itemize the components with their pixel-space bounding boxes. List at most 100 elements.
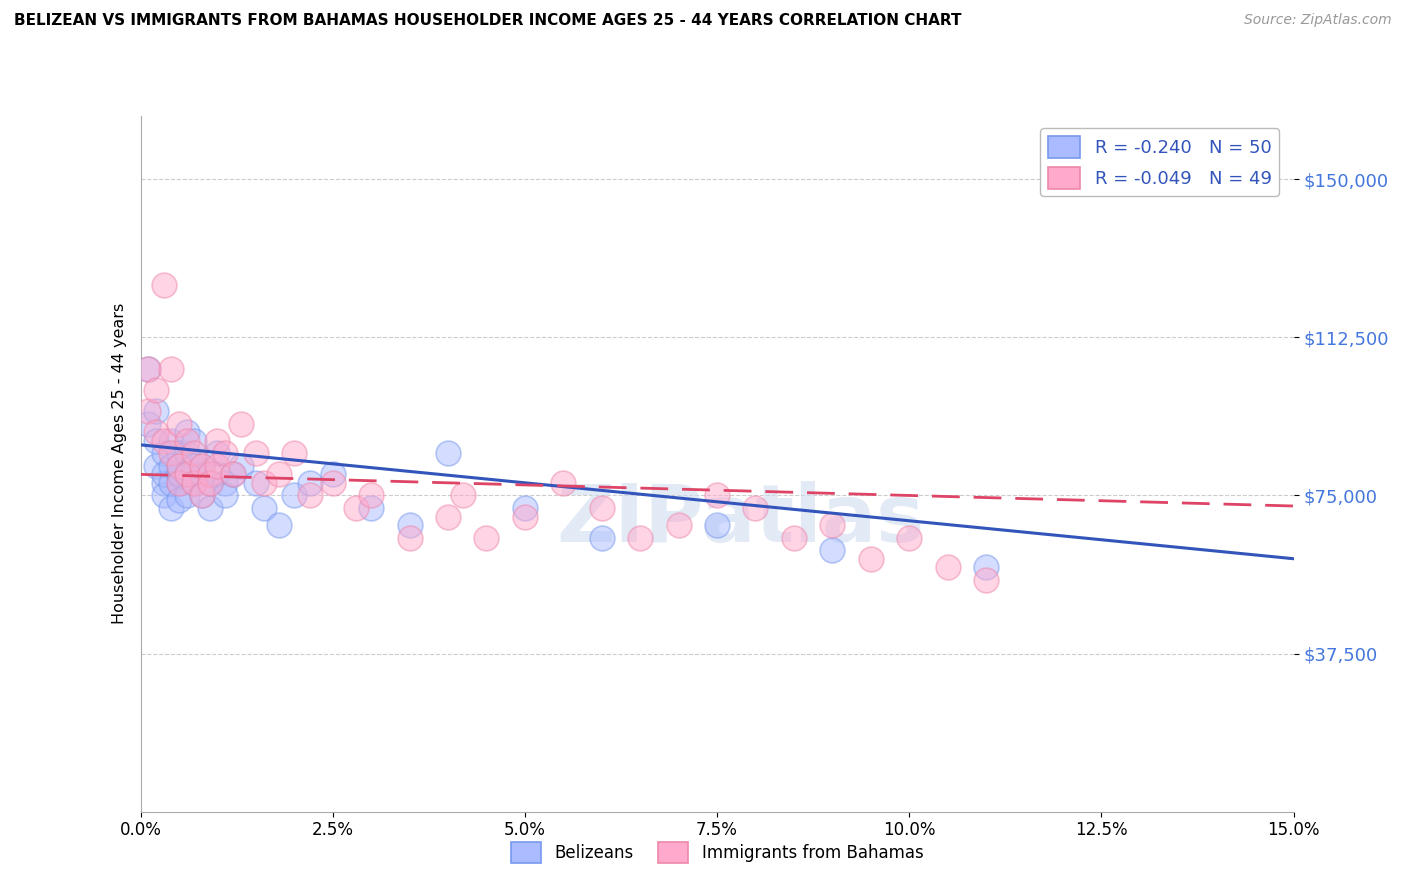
Point bbox=[183, 458, 205, 473]
Point bbox=[160, 434, 183, 448]
Point bbox=[267, 518, 290, 533]
Point bbox=[214, 475, 236, 490]
Point bbox=[167, 467, 190, 482]
Point bbox=[160, 475, 183, 490]
Point bbox=[974, 560, 997, 574]
Point bbox=[591, 531, 613, 545]
Point bbox=[222, 467, 245, 482]
Point bbox=[267, 467, 290, 482]
Point bbox=[167, 475, 190, 490]
Point bbox=[222, 467, 245, 482]
Point bbox=[553, 475, 575, 490]
Point bbox=[437, 509, 460, 524]
Point bbox=[207, 434, 229, 448]
Point bbox=[283, 488, 305, 502]
Point bbox=[152, 446, 174, 460]
Point bbox=[229, 458, 252, 473]
Point bbox=[821, 518, 844, 533]
Point bbox=[453, 488, 475, 502]
Point bbox=[475, 531, 498, 545]
Point bbox=[207, 446, 229, 460]
Point bbox=[859, 551, 882, 566]
Point bbox=[145, 458, 167, 473]
Point bbox=[322, 475, 344, 490]
Point bbox=[176, 446, 198, 460]
Point bbox=[706, 488, 728, 502]
Point bbox=[252, 501, 274, 516]
Point bbox=[214, 446, 236, 460]
Point bbox=[136, 362, 159, 376]
Text: BELIZEAN VS IMMIGRANTS FROM BAHAMAS HOUSEHOLDER INCOME AGES 25 - 44 YEARS CORREL: BELIZEAN VS IMMIGRANTS FROM BAHAMAS HOUS… bbox=[14, 13, 962, 29]
Point bbox=[167, 446, 190, 460]
Point bbox=[183, 434, 205, 448]
Point bbox=[936, 560, 959, 574]
Point bbox=[191, 458, 214, 473]
Point bbox=[207, 467, 229, 482]
Point bbox=[152, 277, 174, 292]
Point bbox=[398, 531, 420, 545]
Point bbox=[191, 467, 214, 482]
Text: Source: ZipAtlas.com: Source: ZipAtlas.com bbox=[1244, 13, 1392, 28]
Point bbox=[167, 475, 190, 490]
Point bbox=[160, 501, 183, 516]
Legend: Belizeans, Immigrants from Bahamas: Belizeans, Immigrants from Bahamas bbox=[505, 836, 929, 870]
Point bbox=[191, 488, 214, 502]
Point bbox=[668, 518, 690, 533]
Point bbox=[152, 467, 174, 482]
Point bbox=[160, 458, 183, 473]
Point bbox=[245, 475, 267, 490]
Point bbox=[176, 488, 198, 502]
Point bbox=[252, 475, 274, 490]
Point bbox=[191, 458, 214, 473]
Point bbox=[136, 362, 159, 376]
Point bbox=[298, 475, 321, 490]
Point bbox=[145, 383, 167, 397]
Point bbox=[437, 446, 460, 460]
Point bbox=[145, 434, 167, 448]
Point bbox=[152, 475, 174, 490]
Point bbox=[198, 475, 221, 490]
Point bbox=[783, 531, 806, 545]
Point bbox=[136, 417, 159, 431]
Point bbox=[207, 458, 229, 473]
Point bbox=[145, 425, 167, 440]
Point bbox=[706, 518, 728, 533]
Point bbox=[167, 492, 190, 507]
Point bbox=[183, 475, 205, 490]
Point bbox=[628, 531, 651, 545]
Point bbox=[360, 501, 382, 516]
Point bbox=[176, 467, 198, 482]
Point bbox=[167, 458, 190, 473]
Point bbox=[214, 488, 236, 502]
Point bbox=[198, 467, 221, 482]
Point bbox=[513, 501, 536, 516]
Point bbox=[145, 404, 167, 418]
Point bbox=[245, 446, 267, 460]
Point bbox=[322, 467, 344, 482]
Point bbox=[298, 488, 321, 502]
Point bbox=[160, 362, 183, 376]
Point bbox=[160, 446, 183, 460]
Point bbox=[744, 501, 766, 516]
Point bbox=[167, 417, 190, 431]
Point bbox=[176, 467, 198, 482]
Point bbox=[821, 543, 844, 558]
Point bbox=[167, 458, 190, 473]
Point bbox=[152, 434, 174, 448]
Point bbox=[136, 404, 159, 418]
Point bbox=[152, 488, 174, 502]
Point bbox=[513, 509, 536, 524]
Point bbox=[974, 573, 997, 587]
Point bbox=[898, 531, 921, 545]
Point bbox=[176, 425, 198, 440]
Point bbox=[398, 518, 420, 533]
Point bbox=[344, 501, 367, 516]
Point bbox=[198, 475, 221, 490]
Point bbox=[283, 446, 305, 460]
Point bbox=[183, 446, 205, 460]
Point bbox=[191, 488, 214, 502]
Point bbox=[198, 501, 221, 516]
Point bbox=[591, 501, 613, 516]
Y-axis label: Householder Income Ages 25 - 44 years: Householder Income Ages 25 - 44 years bbox=[111, 303, 127, 624]
Point bbox=[229, 417, 252, 431]
